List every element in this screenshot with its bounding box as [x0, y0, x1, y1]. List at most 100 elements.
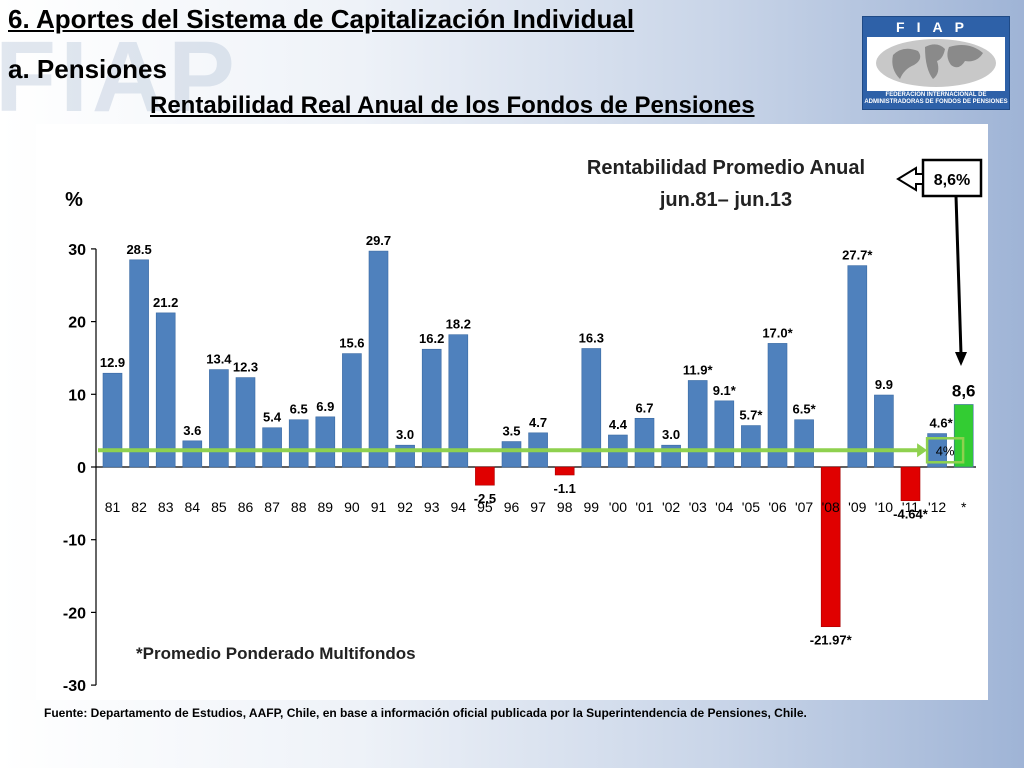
bar-value-label: 6.7 [635, 400, 653, 415]
y-axis-label: % [65, 189, 83, 211]
bar-value-label: 3.0 [662, 427, 680, 442]
bar [634, 417, 655, 468]
category-label: '04 [715, 499, 733, 515]
annotations: 4% Rentabilidad Promedio Anual jun.81– jun… [98, 157, 983, 663]
category-label: 92 [397, 499, 413, 515]
bar [874, 394, 894, 468]
category-label: '08 [822, 499, 840, 515]
category-label: 99 [584, 499, 600, 515]
bar-value-label: 3.5 [502, 424, 520, 439]
category-label: 87 [264, 499, 280, 515]
fiap-watermark: FIAP [0, 21, 239, 133]
category-label: 97 [530, 499, 546, 515]
bar-labels: 12.9 28.5 21.2 3.6 13.412.3 5.4 6.5 6.9 15.6 29.7… [100, 233, 976, 648]
bar-value-label: 12.3 [233, 360, 258, 375]
bar [129, 259, 149, 468]
bar [847, 265, 868, 468]
category-label: 95 [477, 499, 493, 515]
bar [475, 466, 495, 486]
category-label: 94 [451, 499, 467, 515]
bar-value-label: 6.9 [316, 399, 334, 414]
bar [235, 377, 256, 468]
bar [421, 348, 442, 468]
bar-value-label: -21.97* [810, 633, 853, 648]
fiap-logo: FIAP FEDERACION INTERNACIONAL DE ADMINIS… [862, 16, 1010, 110]
bar-value-label: 18.2 [446, 317, 471, 332]
page-subtitle: a. Pensiones [8, 54, 167, 84]
bar [368, 250, 389, 468]
annotation-period: jun.81– jun.13 [659, 189, 792, 211]
y-tick-label: 0 [77, 460, 86, 477]
bar [155, 312, 176, 468]
bar-value-label: 15.6 [339, 336, 364, 351]
category-label: 96 [504, 499, 520, 515]
bar [794, 419, 814, 468]
bar-value-label: 8,6 [952, 381, 976, 400]
category-label: '00 [609, 499, 627, 515]
category-label: 83 [158, 499, 174, 515]
bar [315, 416, 336, 468]
logo-text: FEDERACION INTERNACIONAL DE ADMINISTRADO… [864, 92, 1008, 105]
bar [767, 343, 788, 468]
bar-value-label: 3.0 [396, 427, 414, 442]
category-label: 86 [238, 499, 254, 515]
category-label: '10 [875, 499, 893, 515]
down-arrow-icon [955, 352, 967, 366]
y-tick-label: -30 [63, 678, 86, 695]
left-arrow-icon [896, 166, 924, 192]
average-line-arrowhead [917, 443, 928, 458]
y-tick-label: 20 [68, 315, 86, 332]
bar [554, 466, 575, 476]
bar-value-label: 12.9 [100, 355, 125, 370]
category-label: 82 [131, 499, 147, 515]
category-label: 84 [185, 499, 201, 515]
bar [102, 372, 123, 468]
category-label: 88 [291, 499, 307, 515]
y-tick-label: 30 [68, 242, 86, 259]
average-box [925, 437, 965, 464]
bar-value-label: 5.4 [263, 410, 282, 425]
bar-value-label: -4.64* [893, 507, 929, 522]
bar [501, 441, 522, 468]
logo-name: FIAP [896, 19, 976, 35]
average-label: 4% [936, 443, 955, 458]
bar-value-label: 6.5* [793, 402, 817, 417]
annotation-title: Rentabilidad Promedio Anual [587, 157, 865, 179]
globe-icon [867, 37, 1005, 91]
bar [741, 425, 761, 468]
chart-heading: Rentabilidad Real Anual de los Fondos de… [150, 92, 755, 119]
bar [714, 400, 735, 468]
bar-value-label: 6.5 [290, 402, 308, 417]
bar-value-label: 3.6 [183, 423, 201, 438]
category-label: 98 [557, 499, 573, 515]
category-label: 91 [371, 499, 387, 515]
chart-footnote: *Promedio Ponderado Multifondos [136, 644, 416, 663]
bar-value-label: 16.2 [419, 331, 444, 346]
bar [262, 427, 282, 468]
bar-value-label: 27.7* [842, 248, 873, 263]
bar-value-label: 4.7 [529, 415, 547, 430]
bar-value-label: 5.7* [739, 408, 763, 423]
category-label: '12 [928, 499, 946, 515]
bar-value-label: 16.3 [579, 330, 604, 345]
category-label: '03 [689, 499, 707, 515]
category-label: 90 [344, 499, 360, 515]
bar-chart: % 30 20 10 0 -10 -20 -30 12.9 28.5 21.2 3.6 13.412.… [63, 157, 983, 695]
category-labels: 81 82 83 84 85 86 87 88 89 90 91 92 93 94 95 96 97 98 99 '0… [105, 499, 967, 515]
category-label: * [961, 499, 967, 515]
bar-value-label: 9.1* [713, 383, 737, 398]
bars [102, 250, 974, 628]
category-label: '01 [635, 499, 653, 515]
bar [820, 466, 841, 628]
bar [581, 348, 602, 468]
bar-value-label: 13.4 [206, 352, 232, 367]
category-label: 81 [105, 499, 121, 515]
bar-value-label: 17.0* [762, 325, 793, 340]
bar-value-label: 9.9 [875, 377, 893, 392]
bar-value-label: 29.7 [366, 233, 391, 248]
y-tick-label: -10 [63, 533, 86, 550]
bar-value-label: 11.9* [683, 362, 714, 377]
category-label: 93 [424, 499, 440, 515]
bar [687, 380, 708, 468]
pointer-line [954, 195, 963, 355]
